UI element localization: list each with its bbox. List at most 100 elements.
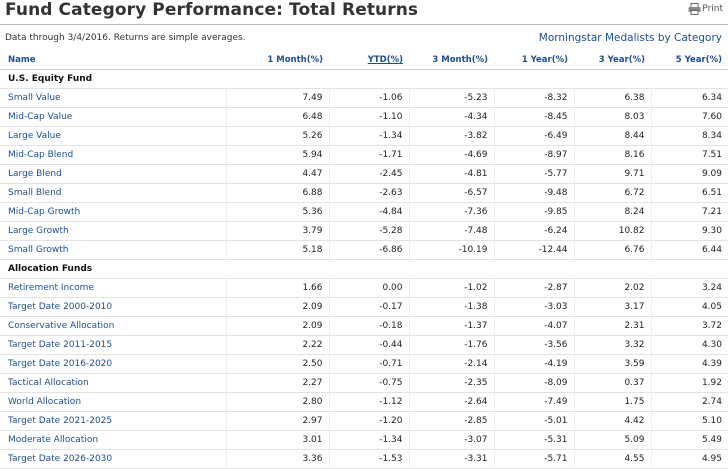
cell-m1: 2.22 xyxy=(225,335,329,355)
cell-y1: -9.85 xyxy=(493,202,574,222)
category-link[interactable]: Target Date 2026-2030 xyxy=(8,454,113,464)
cell-ytd: -1.71 xyxy=(328,145,409,165)
category-link[interactable]: Target Date 2011-2015 xyxy=(8,340,113,350)
column-header-ytd-label[interactable]: YTD(%) xyxy=(367,55,403,65)
category-link[interactable]: Large Growth xyxy=(8,226,69,236)
cell-m1: 3.79 xyxy=(225,221,329,241)
category-link[interactable]: Mid-Cap Value xyxy=(8,112,73,122)
medalists-link[interactable]: Morningstar Medalists by Category xyxy=(538,32,722,44)
category-link[interactable]: Small Blend xyxy=(8,188,62,198)
performance-table: Name 1 Month(%) YTD(%) 3 Month(%) 1 Year… xyxy=(0,51,728,469)
cell-m1: 2.80 xyxy=(225,392,329,412)
cell-y3: 6.76 xyxy=(573,240,651,260)
group-header-row: Allocation Funds xyxy=(0,260,728,279)
cell-y3: 2.02 xyxy=(573,278,651,298)
table-header-row: Name 1 Month(%) YTD(%) 3 Month(%) 1 Year… xyxy=(0,51,728,70)
category-link[interactable]: Target Date 2021-2025 xyxy=(8,416,113,426)
cell-y5: 9.09 xyxy=(650,164,728,184)
cell-y3: 9.71 xyxy=(573,164,651,184)
column-header-1-month[interactable]: 1 Month(%) xyxy=(267,55,323,65)
cell-y3: 3.17 xyxy=(573,297,651,317)
table-row: Target Date 2016-2020 2.50 -0.71 -2.14 -4.19… xyxy=(0,354,728,374)
cell-m3: -6.57 xyxy=(408,183,494,203)
table-row: Target Date 2011-2015 2.22 -0.44 -1.76 -3.56… xyxy=(0,335,728,355)
cell-m1: 2.09 xyxy=(225,297,329,317)
cell-y5: 8.34 xyxy=(650,126,728,146)
cell-m3: -1.76 xyxy=(408,335,494,355)
category-link[interactable]: Large Blend xyxy=(8,169,62,179)
cell-y5: 4.30 xyxy=(650,335,728,355)
cell-m3: -1.38 xyxy=(408,297,494,317)
cell-ytd: -2.45 xyxy=(328,164,409,184)
cell-y3: 10.82 xyxy=(573,221,651,241)
table-body: U.S. Equity Fund Small Value 7.49 -1.06 -5.2… xyxy=(0,70,728,469)
cell-y1: -3.56 xyxy=(493,335,574,355)
cell-y1: -5.77 xyxy=(493,164,574,184)
cell-ytd: -1.06 xyxy=(328,88,409,108)
cell-ytd: -0.75 xyxy=(328,373,409,393)
cell-m3: -7.36 xyxy=(408,202,494,222)
category-link[interactable]: Small Value xyxy=(8,93,61,103)
column-header-ytd[interactable]: YTD(%) xyxy=(329,51,409,70)
cell-ytd: -0.44 xyxy=(328,335,409,355)
cell-y3: 8.44 xyxy=(573,126,651,146)
cell-ytd: -1.53 xyxy=(328,449,409,469)
column-header-3-year[interactable]: 3 Year(%) xyxy=(598,55,645,65)
table-row: Large Growth 3.79 -5.28 -7.48 -6.24 10.82 9.30 xyxy=(0,221,728,241)
cell-m3: -4.69 xyxy=(408,145,494,165)
cell-y3: 8.03 xyxy=(573,107,651,127)
cell-y1: -5.71 xyxy=(493,449,574,469)
cell-ytd: -2.63 xyxy=(328,183,409,203)
cell-y1: -4.07 xyxy=(493,316,574,336)
category-link[interactable]: Retirement Income xyxy=(8,283,94,293)
column-header-name[interactable]: Name xyxy=(8,55,36,65)
cell-ytd: -5.28 xyxy=(328,221,409,241)
table-row: Mid-Cap Blend 5.94 -1.71 -4.69 -8.97 8.16 7.51 xyxy=(0,145,728,165)
column-header-1-year[interactable]: 1 Year(%) xyxy=(521,55,568,65)
category-link[interactable]: Target Date 2000-2010 xyxy=(8,302,113,312)
cell-m3: -3.82 xyxy=(408,126,494,146)
category-link[interactable]: Mid-Cap Growth xyxy=(8,207,81,217)
cell-y5: 7.51 xyxy=(650,145,728,165)
cell-y5: 4.95 xyxy=(650,449,728,469)
column-header-5-year[interactable]: 5 Year(%) xyxy=(675,55,722,65)
cell-ytd: -0.18 xyxy=(328,316,409,336)
table-row: Large Blend 4.47 -2.45 -4.81 -5.77 9.71 9.09 xyxy=(0,164,728,184)
cell-y5: 5.49 xyxy=(650,430,728,450)
category-link[interactable]: Moderate Allocation xyxy=(8,435,99,445)
category-link[interactable]: Conservative Allocation xyxy=(8,321,115,331)
cell-m3: -1.02 xyxy=(408,278,494,298)
cell-m1: 1.66 xyxy=(225,278,329,298)
category-link[interactable]: Large Value xyxy=(8,131,61,141)
cell-y5: 3.24 xyxy=(650,278,728,298)
category-link[interactable]: Target Date 2016-2020 xyxy=(8,359,113,369)
cell-y3: 4.55 xyxy=(573,449,651,469)
category-link[interactable]: Tactical Allocation xyxy=(8,378,89,388)
table-row: Small Growth 5.18 -6.86 -10.19 -12.44 6.76 6.4… xyxy=(0,240,728,260)
cell-m3: -10.19 xyxy=(408,240,494,260)
cell-y1: -2.87 xyxy=(493,278,574,298)
cell-y1: -3.03 xyxy=(493,297,574,317)
cell-y3: 3.32 xyxy=(573,335,651,355)
print-button[interactable]: Print xyxy=(688,3,723,15)
cell-y3: 6.72 xyxy=(573,183,651,203)
column-header-3-month[interactable]: 3 Month(%) xyxy=(432,55,488,65)
category-link[interactable]: Small Growth xyxy=(8,245,69,255)
table-row: Moderate Allocation 3.01 -1.34 -3.07 -5.31 5.… xyxy=(0,430,728,450)
table-row: Small Blend 6.88 -2.63 -6.57 -9.48 6.72 6.51 xyxy=(0,183,728,203)
header-divider xyxy=(0,24,728,25)
cell-y1: -8.45 xyxy=(493,107,574,127)
cell-m3: -4.81 xyxy=(408,164,494,184)
cell-y1: -5.31 xyxy=(493,430,574,450)
category-link[interactable]: Mid-Cap Blend xyxy=(8,150,74,160)
cell-y1: -6.24 xyxy=(493,221,574,241)
category-link[interactable]: World Allocation xyxy=(8,397,82,407)
page-title: Fund Category Performance: Total Returns xyxy=(5,0,419,20)
cell-m3: -4.34 xyxy=(408,107,494,127)
cell-ytd: -0.71 xyxy=(328,354,409,374)
table-row: Small Value 7.49 -1.06 -5.23 -8.32 6.38 6.34 xyxy=(0,88,728,108)
cell-y1: -8.32 xyxy=(493,88,574,108)
cell-ytd: -1.12 xyxy=(328,392,409,412)
cell-ytd: -1.34 xyxy=(328,126,409,146)
cell-y5: 7.21 xyxy=(650,202,728,222)
